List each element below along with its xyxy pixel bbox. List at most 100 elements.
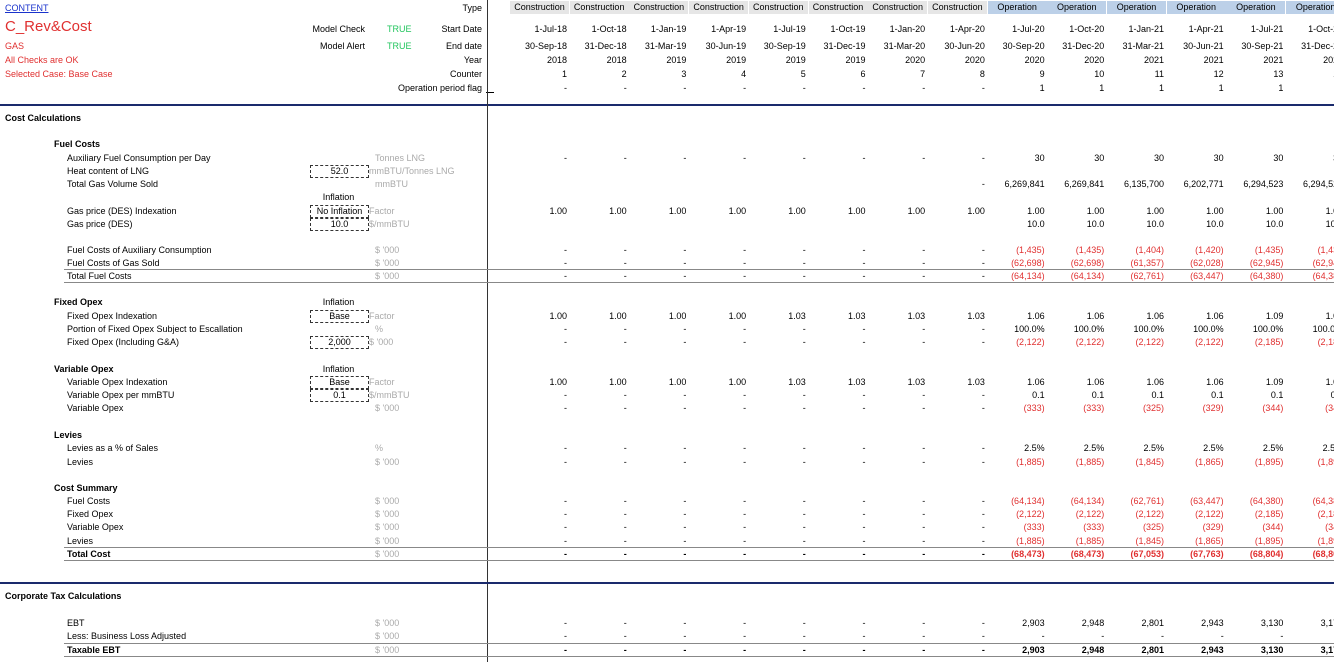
unit-label: mmBTU	[375, 179, 408, 189]
input-cell[interactable]: Base	[310, 376, 369, 389]
value-cell: (2,122)	[1135, 509, 1164, 519]
value-cell: -	[922, 618, 926, 628]
value-cell: 1.09	[1325, 377, 1334, 387]
checks-status: All Checks are OK	[5, 55, 79, 65]
period-start: 1-Oct-19	[830, 24, 866, 34]
period-flag: -	[623, 83, 627, 93]
value-cell: -	[981, 443, 985, 453]
value-cell: (1,404)	[1135, 245, 1164, 255]
value-cell: (62,945	[1312, 258, 1334, 268]
value-cell: 2,903	[1022, 645, 1045, 655]
value-cell: -	[623, 390, 627, 400]
model-alert-label: Model Alert	[319, 41, 365, 51]
value-cell: -	[683, 645, 687, 655]
value-cell: 1.00	[728, 311, 747, 321]
value-cell: -	[564, 271, 567, 281]
value-cell: 100.0%	[1312, 324, 1334, 334]
input-cell[interactable]: 52.0	[310, 165, 369, 178]
row-label: Heat content of LNG	[67, 166, 150, 176]
period-flag: -	[802, 83, 806, 93]
period-end: 31-Dec-20	[1062, 41, 1105, 51]
value-cell: -	[564, 457, 567, 467]
value-cell: (2,185	[1317, 509, 1334, 519]
input-cell[interactable]: 0.1	[310, 389, 369, 402]
unit-label: $ '000	[375, 549, 400, 559]
value-cell: -	[802, 536, 806, 546]
unit-label: $ '000	[375, 271, 400, 281]
value-cell: -	[623, 443, 627, 453]
total-rule-bottom	[64, 560, 1334, 561]
section-title: Cost Calculations	[5, 113, 82, 123]
period-flag: -	[683, 83, 687, 93]
value-cell: -	[743, 390, 747, 400]
value-cell: 6,202,771	[1183, 179, 1224, 189]
input-cell[interactable]: Base	[310, 310, 369, 323]
value-cell: (2,185	[1317, 337, 1334, 347]
value-cell: 1.03	[907, 311, 926, 321]
value-cell: -	[862, 245, 866, 255]
value-cell: -	[981, 153, 985, 163]
group-title: Cost Summary	[54, 483, 118, 493]
value-cell: 1.00	[668, 206, 687, 216]
value-cell: (2,122)	[1016, 509, 1045, 519]
input-cell[interactable]: 10.0	[310, 218, 369, 231]
period-flag: 1	[1099, 83, 1105, 93]
value-cell: -	[623, 245, 627, 255]
value-cell: -	[922, 496, 926, 506]
value-cell: -	[1220, 631, 1224, 641]
unit-label: $ '000	[375, 457, 400, 467]
value-cell: -	[802, 324, 806, 334]
inflation-header: Inflation	[322, 297, 355, 307]
value-cell: -	[922, 403, 926, 413]
value-cell: -	[922, 509, 926, 519]
value-cell: 1.00	[1206, 206, 1224, 216]
row-label: Levies as a % of Sales	[67, 443, 159, 453]
value-cell: (333)	[1023, 403, 1045, 413]
row-label: Levies	[67, 536, 94, 546]
sheet-title: C_Rev&Cost	[5, 18, 92, 35]
value-cell: -	[802, 631, 806, 641]
value-cell: (68,804)	[1249, 549, 1284, 559]
period-end: 30-Jun-19	[705, 41, 747, 51]
value-cell: 2,943	[1201, 645, 1224, 655]
unit-label: mmBTU/Tonnes LNG	[369, 166, 455, 176]
value-cell: -	[802, 457, 806, 467]
value-cell: 2,943	[1201, 618, 1224, 628]
value-cell: -	[802, 522, 806, 532]
period-flag: -	[922, 83, 926, 93]
value-cell: (2,122)	[1195, 337, 1224, 347]
value-cell: -	[623, 153, 627, 163]
value-cell: -	[802, 496, 806, 506]
value-cell: (68,473)	[1070, 549, 1105, 559]
value-cell: -	[802, 390, 806, 400]
value-cell: 1.00	[1146, 206, 1164, 216]
value-cell: -	[623, 631, 627, 641]
value-cell: 1.00	[728, 206, 747, 216]
content-link[interactable]: CONTENT	[5, 3, 49, 13]
value-cell: -	[623, 457, 627, 467]
value-cell: -	[981, 337, 985, 347]
period-counter: 6	[860, 69, 866, 79]
period-end: 30-Sep-20	[1002, 41, 1045, 51]
value-cell: -	[743, 496, 747, 506]
value-cell: -	[922, 549, 926, 559]
period-end: 31-Mar-21	[1122, 41, 1164, 51]
value-cell: (62,028)	[1190, 258, 1224, 268]
value-cell: (1,420)	[1195, 245, 1224, 255]
value-cell: -	[683, 509, 687, 519]
value-cell: 1.00	[549, 206, 567, 216]
value-cell: -	[922, 271, 926, 281]
value-cell: -	[623, 618, 627, 628]
value-cell: -	[802, 509, 806, 519]
value-cell: 10.0	[1325, 219, 1334, 229]
value-cell: -	[683, 245, 687, 255]
value-cell: 1.06	[1206, 377, 1224, 387]
value-cell: -	[922, 390, 926, 400]
value-cell: -	[922, 324, 926, 334]
input-cell[interactable]: 2,000	[310, 336, 369, 349]
value-cell: 2,948	[1081, 618, 1105, 628]
value-cell: -	[862, 457, 866, 467]
input-cell[interactable]: No Inflation	[310, 205, 369, 218]
period-type: Operation	[1166, 1, 1226, 14]
period-year: 2018	[606, 55, 627, 65]
